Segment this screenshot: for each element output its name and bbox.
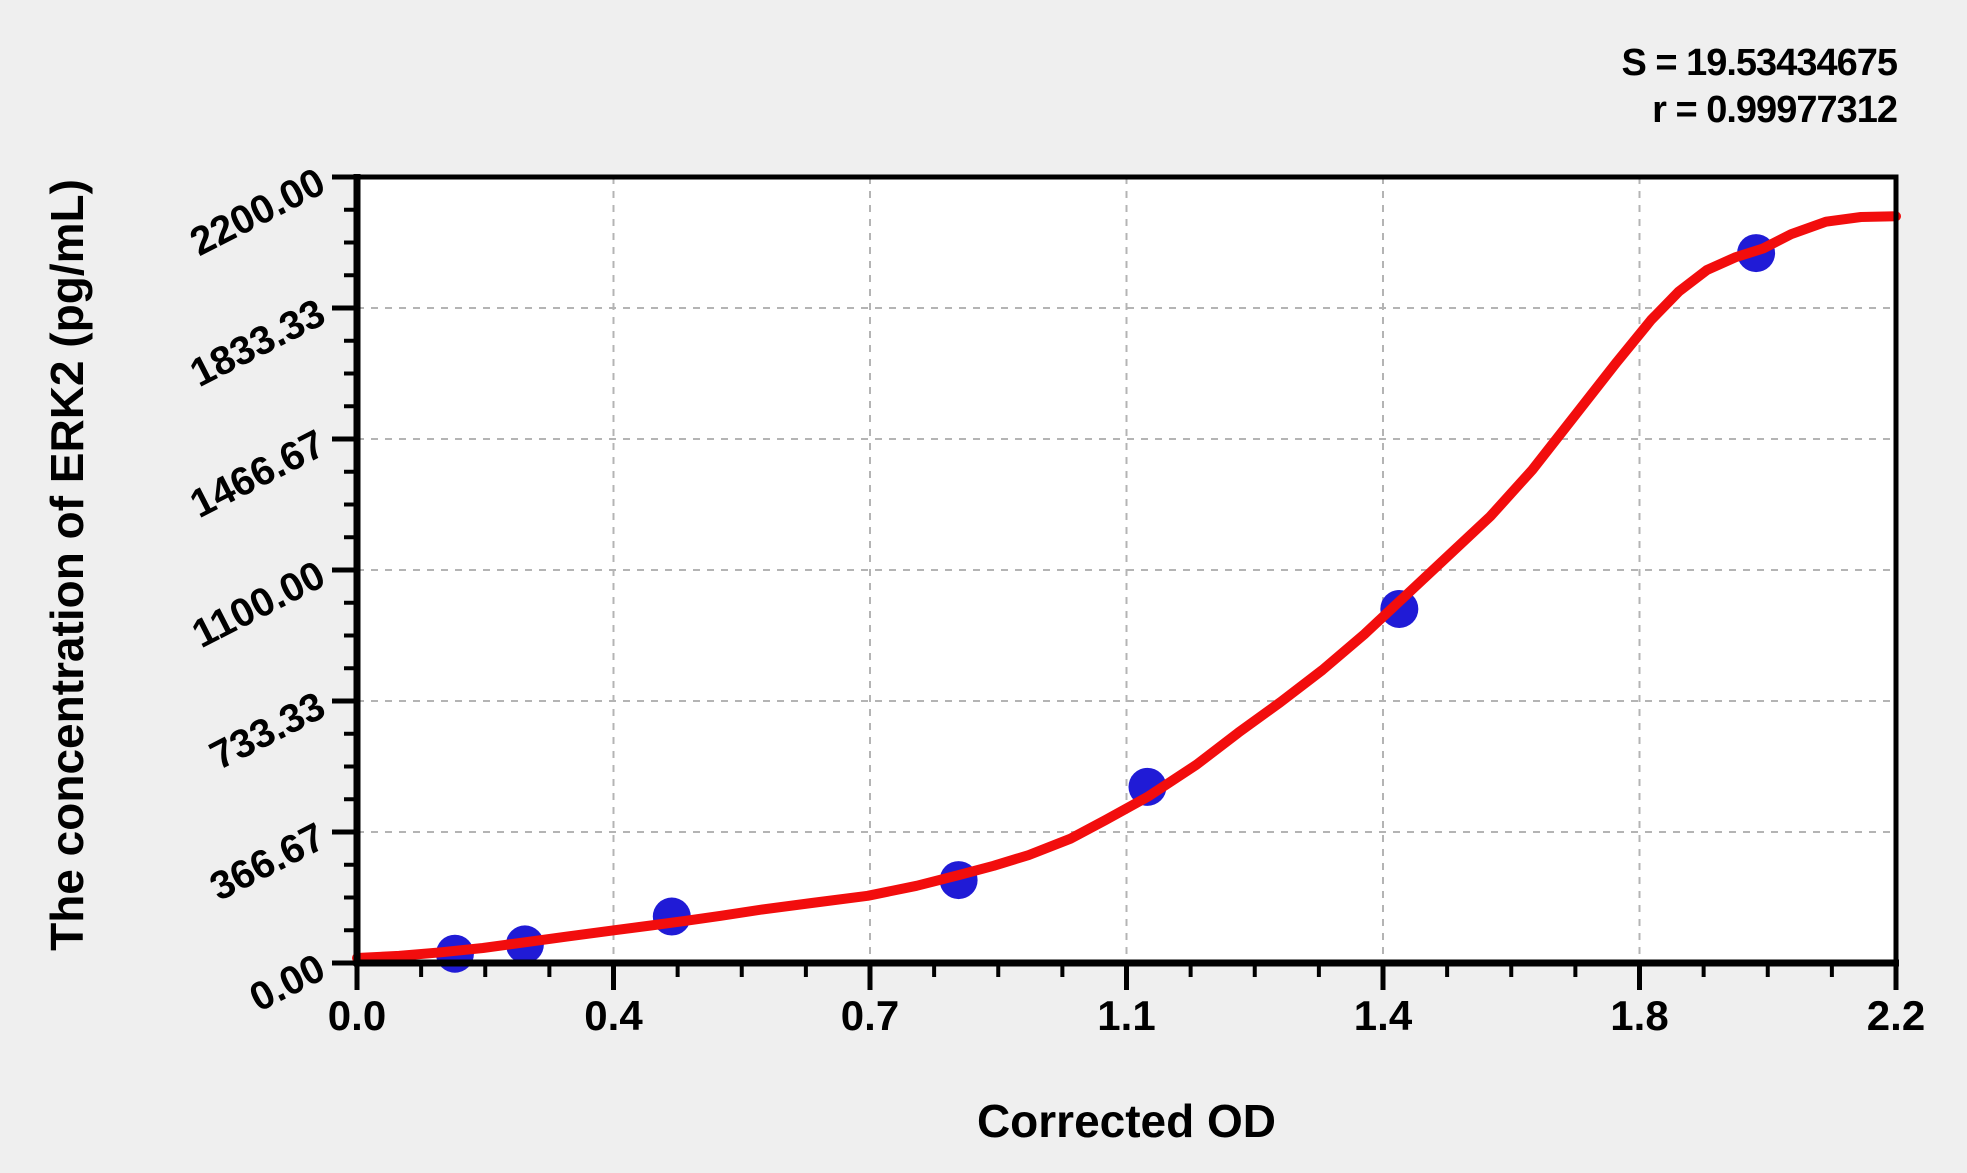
x-tick-label: 0.7 [841,992,899,1039]
fit-curve [352,211,1901,963]
x-tick-label: 0.4 [584,992,643,1039]
y-tick-label: 1466.67 [183,422,332,527]
axis-ticks [332,174,1899,990]
x-axis-title: Corrected OD [976,1095,1277,1147]
x-tick-label: 1.1 [1097,992,1155,1039]
gridlines [357,177,1896,963]
y-tick-label: 1100.00 [185,553,332,657]
x-tick-label: 0.0 [328,992,386,1039]
y-tick-label: 2200.00 [183,160,332,265]
r-value-label: r = 0.99977312 [1652,89,1898,131]
s-value-label: S = 19.53434675 [1621,42,1898,84]
fit-statistics: S = 19.53434675 r = 0.99977312 [1621,40,1898,134]
x-tick-label: 1.4 [1354,992,1413,1039]
y-tick-label: 1833.33 [183,291,332,396]
y-tick-label: 733.33 [203,684,332,779]
y-tick-label: 0.00 [243,946,332,1021]
fit-curve-path [352,211,1901,963]
x-tick-label: 2.2 [1867,992,1925,1039]
y-tick-label: 366.67 [203,815,332,910]
x-tick-label: 1.8 [1610,992,1668,1039]
